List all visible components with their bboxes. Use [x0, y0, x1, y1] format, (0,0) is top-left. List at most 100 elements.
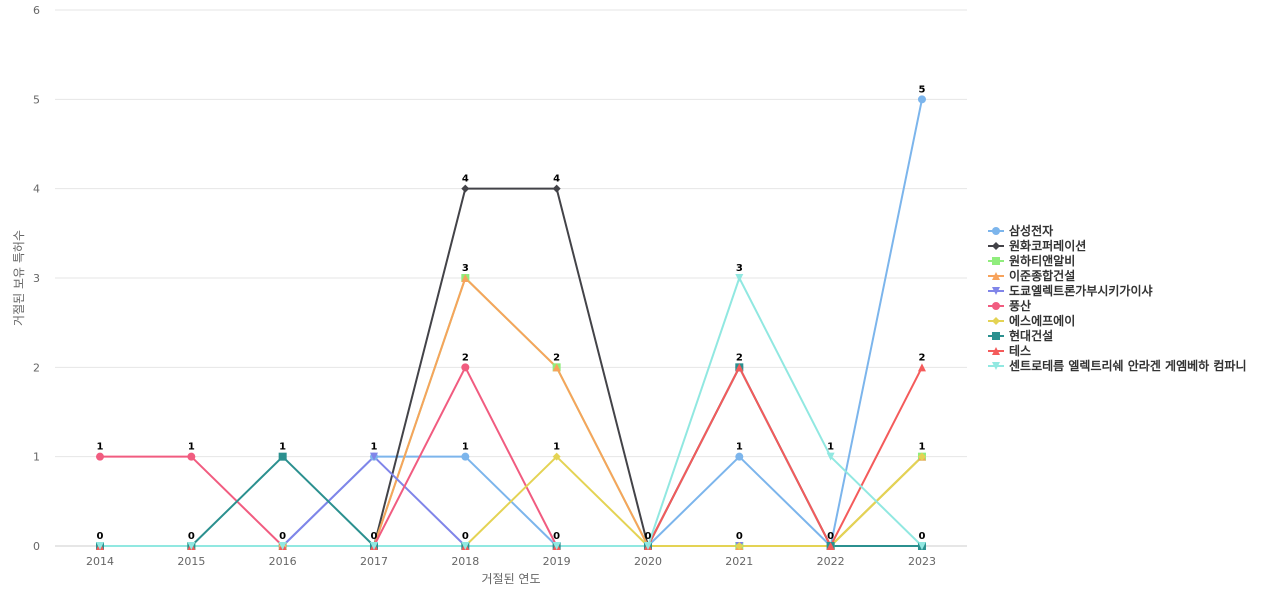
- data-label: 2: [736, 352, 743, 363]
- data-label: 1: [97, 442, 104, 453]
- x-tick-label: 2023: [908, 555, 936, 568]
- data-point: [278, 542, 287, 550]
- data-point: [643, 542, 652, 550]
- data-point: [552, 452, 561, 461]
- legend-label: 테스: [1009, 344, 1031, 358]
- x-axis-title: 거절된 연도: [481, 572, 540, 586]
- x-tick-label: 2020: [634, 555, 662, 568]
- data-label: 0: [97, 531, 104, 542]
- legend-marker: [992, 332, 1000, 340]
- data-label: 2: [553, 352, 560, 363]
- data-label: 1: [736, 442, 743, 453]
- legend-marker: [992, 302, 1000, 310]
- legend-marker: [992, 287, 1000, 295]
- data-point: [917, 452, 926, 461]
- data-label: 0: [462, 531, 469, 542]
- legend-marker: [992, 317, 1000, 325]
- x-tick-label: 2019: [543, 555, 571, 568]
- legend-marker: [992, 257, 1000, 265]
- series-lines: [100, 99, 923, 547]
- data-label: 3: [462, 263, 469, 274]
- legend-item[interactable]: 현대건설: [988, 328, 1053, 343]
- legend-label: 풍산: [1009, 298, 1031, 313]
- data-point: [461, 274, 470, 282]
- data-point: [552, 542, 561, 550]
- legend-marker: [992, 227, 1000, 235]
- data-point: [461, 184, 470, 193]
- y-tick-label: 2: [33, 361, 40, 374]
- series-line: [100, 277, 923, 547]
- gridlines: [55, 9, 967, 547]
- legend-item[interactable]: 테스: [988, 344, 1031, 358]
- legend-label: 삼성전자: [1009, 223, 1053, 238]
- series-line: [100, 455, 923, 547]
- y-tick-label: 4: [33, 183, 40, 196]
- legend-label: 이준종합건설: [1009, 268, 1075, 283]
- data-label: 1: [188, 442, 195, 453]
- y-axis-title: 거절된 보유 특허수: [12, 230, 26, 326]
- legend-marker: [992, 272, 1000, 280]
- legend-item[interactable]: 센트로테름 엘렉트리쉐 안라겐 게엠베하 컴파니: [988, 358, 1247, 373]
- x-tick-label: 2017: [360, 555, 388, 568]
- y-tick-label: 5: [33, 93, 40, 106]
- legend-item[interactable]: 풍산: [988, 298, 1031, 313]
- data-point: [735, 363, 744, 372]
- legend-item[interactable]: 도쿄엘렉트론가부시키가이샤: [988, 283, 1153, 298]
- legend-label: 현대건설: [1009, 328, 1053, 343]
- data-label: 5: [918, 84, 925, 95]
- legend-label: 에스에프에이: [1009, 313, 1075, 328]
- data-point: [461, 542, 470, 550]
- legend: 삼성전자원화코퍼레이션원하티앤알비이준종합건설도쿄엘렉트론가부시키가이샤풍산에스…: [988, 223, 1247, 373]
- data-point: [552, 363, 561, 372]
- data-point: [735, 542, 744, 550]
- data-label: 2: [462, 352, 469, 363]
- data-label: 0: [371, 531, 378, 542]
- data-label: 0: [188, 531, 195, 542]
- x-tick-label: 2016: [269, 555, 297, 568]
- data-label: 4: [462, 174, 469, 185]
- legend-label: 도쿄엘렉트론가부시키가이샤: [1009, 283, 1153, 298]
- y-tick-label: 1: [33, 451, 40, 464]
- data-point: [96, 452, 104, 461]
- x-tick-label: 2022: [817, 555, 845, 568]
- data-label: 1: [371, 442, 378, 453]
- data-point: [187, 542, 196, 550]
- data-label: 1: [918, 442, 925, 453]
- legend-marker: [992, 362, 1000, 370]
- data-label: 0: [644, 531, 651, 542]
- data-point: [461, 452, 470, 461]
- data-label: 1: [462, 442, 469, 453]
- y-tick-label: 3: [33, 272, 40, 285]
- x-tick-label: 2021: [725, 555, 753, 568]
- data-label: 0: [553, 531, 560, 542]
- legend-label: 원화코퍼레이션: [1009, 238, 1086, 253]
- data-point: [369, 452, 378, 461]
- data-point: [187, 452, 196, 461]
- data-label: 4: [553, 174, 560, 185]
- data-label: 0: [918, 531, 925, 542]
- data-point: [735, 452, 744, 461]
- data-point: [826, 452, 835, 461]
- data-label: 1: [279, 442, 286, 453]
- x-tick-label: 2018: [451, 555, 479, 568]
- x-tick-label: 2014: [86, 555, 114, 568]
- data-label: 3: [736, 263, 743, 274]
- legend-marker: [992, 242, 1000, 250]
- data-point: [917, 363, 926, 372]
- legend-marker: [992, 347, 1000, 355]
- series-markers: [96, 95, 926, 550]
- legend-item[interactable]: 원화코퍼레이션: [988, 238, 1086, 253]
- data-point: [461, 363, 470, 372]
- y-axis-ticks: 0 1 2 3 4 5 6: [33, 4, 40, 553]
- data-point: [917, 95, 926, 104]
- data-point: [369, 542, 378, 550]
- legend-item[interactable]: 에스에프에이: [988, 313, 1075, 328]
- series-line: [100, 277, 923, 547]
- data-label: 2: [918, 352, 925, 363]
- legend-item[interactable]: 이준종합건설: [988, 268, 1075, 283]
- legend-item[interactable]: 삼성전자: [988, 223, 1053, 238]
- legend-item[interactable]: 원하티앤알비: [988, 253, 1075, 268]
- y-tick-label: 0: [33, 540, 40, 553]
- data-point: [917, 542, 926, 550]
